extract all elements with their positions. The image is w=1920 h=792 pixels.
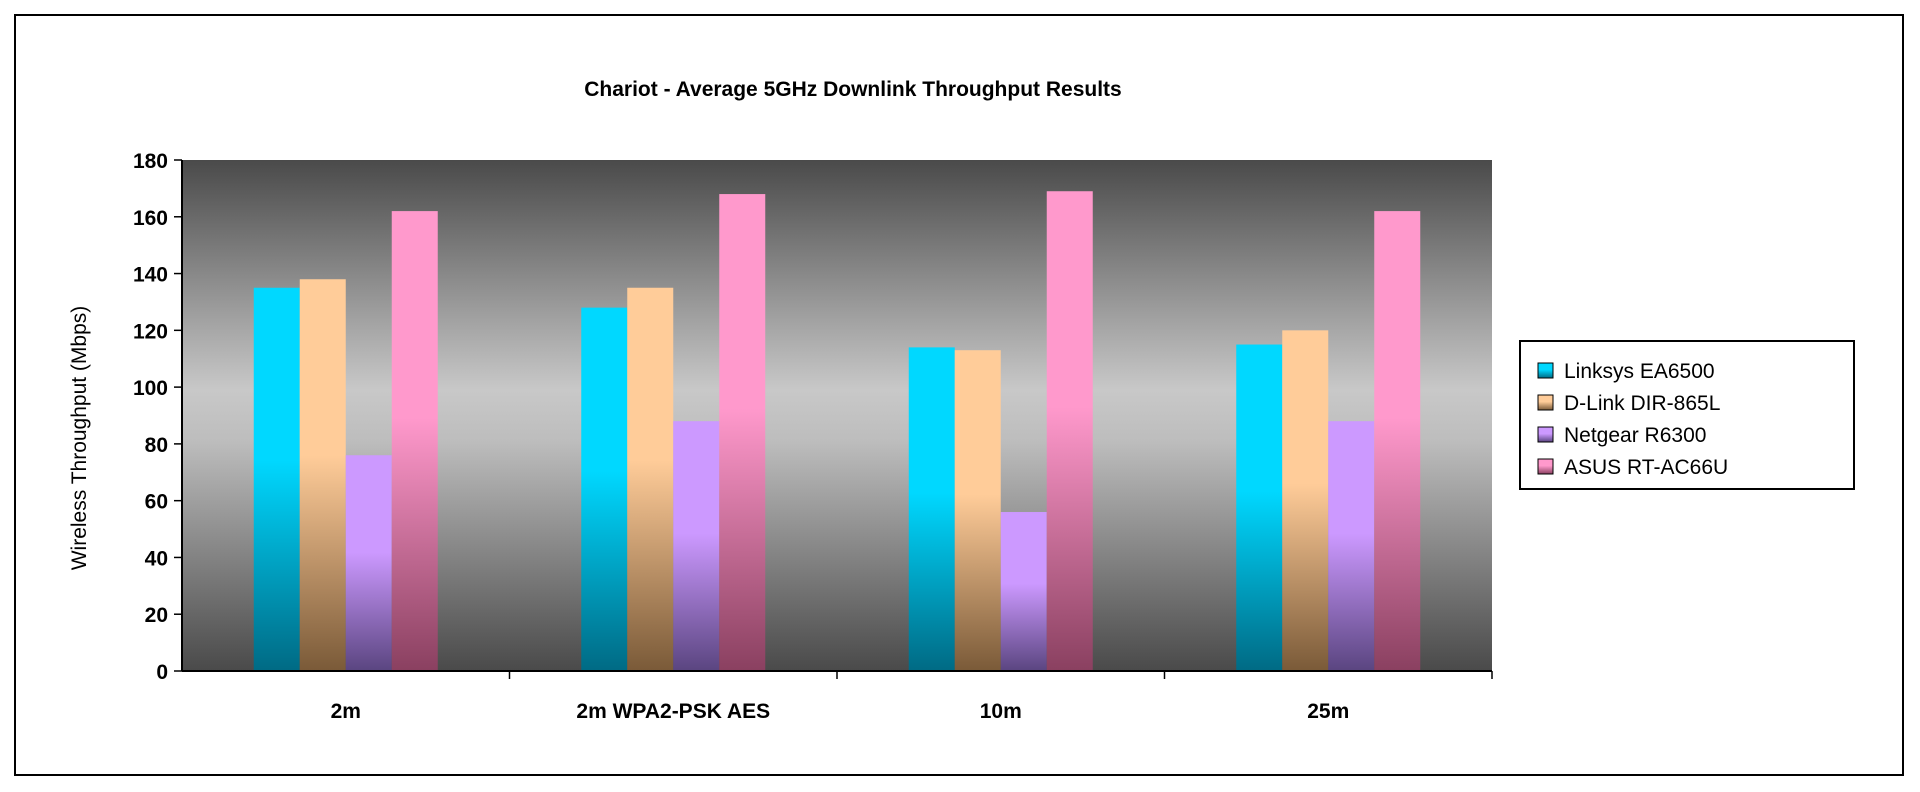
x-tick-label: 2m WPA2-PSK AES: [576, 700, 770, 723]
y-tick-label: 20: [145, 604, 168, 627]
legend-swatch: [1537, 458, 1554, 475]
bar-asus-rt-ac66u-25m: [1374, 211, 1421, 671]
x-tick-label: 10m: [980, 700, 1022, 723]
y-tick-label: 160: [133, 207, 168, 230]
bar-d-link-dir-865l-10m: [954, 350, 1001, 671]
legend-label: D-Link DIR-865L: [1564, 392, 1720, 415]
bar-linksys-ea6500-2m-wpa2-psk-aes: [581, 307, 628, 671]
legend-swatch: [1537, 426, 1554, 443]
y-tick-label: 80: [145, 434, 168, 457]
bar-netgear-r6300-2m-wpa2-psk-aes: [673, 421, 720, 671]
y-tick-label: 140: [133, 264, 168, 287]
bar-d-link-dir-865l-2m: [299, 279, 346, 671]
bar-netgear-r6300-25m: [1328, 421, 1375, 671]
y-tick-label: 120: [133, 320, 168, 343]
bar-asus-rt-ac66u-10m: [1046, 191, 1093, 671]
bar-linksys-ea6500-10m: [908, 347, 955, 671]
bar-linksys-ea6500-25m: [1236, 344, 1283, 671]
bar-netgear-r6300-2m: [345, 455, 392, 671]
bar-netgear-r6300-10m: [1000, 512, 1047, 671]
y-axis-label: Wireless Throughput (Mbps): [68, 306, 91, 571]
legend-label: Netgear R6300: [1564, 424, 1706, 447]
x-tick-label: 2m: [331, 700, 361, 723]
bar-asus-rt-ac66u-2m: [391, 211, 438, 671]
legend-label: ASUS RT-AC66U: [1564, 456, 1728, 479]
legend-label: Linksys EA6500: [1564, 360, 1715, 383]
y-tick-label: 40: [145, 547, 168, 570]
y-tick-label: 60: [145, 491, 168, 514]
legend-box: [1519, 340, 1855, 490]
chart-title: Chariot - Average 5GHz Downlink Throughp…: [584, 78, 1121, 101]
legend-swatch: [1537, 362, 1554, 379]
bar-d-link-dir-865l-2m-wpa2-psk-aes: [627, 287, 674, 671]
x-tick-label: 25m: [1307, 700, 1349, 723]
y-tick-label: 180: [133, 150, 168, 173]
legend-swatch: [1537, 394, 1554, 411]
y-tick-label: 0: [156, 661, 168, 684]
bar-linksys-ea6500-2m: [253, 287, 300, 671]
bar-d-link-dir-865l-25m: [1282, 330, 1329, 671]
y-tick-label: 100: [133, 377, 168, 400]
bar-asus-rt-ac66u-2m-wpa2-psk-aes: [719, 194, 766, 672]
